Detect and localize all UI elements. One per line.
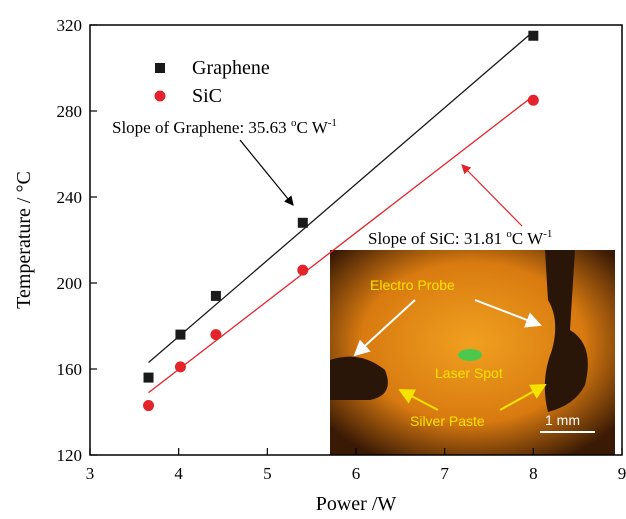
point [297, 265, 308, 276]
y-axis-label: Temperature / °C [13, 171, 35, 309]
y-tick-label: 240 [57, 188, 83, 207]
annotation-part: C W [512, 229, 544, 248]
inset-label: 1 mm [545, 412, 580, 428]
point [143, 400, 154, 411]
y-tick-label: 200 [57, 274, 83, 293]
point [211, 291, 221, 301]
x-tick-label: 4 [174, 464, 183, 483]
x-tick-label: 6 [352, 464, 361, 483]
annotation: Slope of SiC: 31.81 oC W-1 [368, 228, 552, 248]
legend-marker [155, 91, 166, 102]
y-tick-label: 280 [57, 102, 83, 121]
x-axis-label: Power /W [316, 493, 397, 515]
x-tick-label: 3 [86, 464, 95, 483]
legend-label: Graphene [192, 57, 270, 79]
annotation-arrow [462, 165, 522, 226]
annotation-part: -1 [328, 117, 337, 129]
point [528, 31, 538, 41]
y-tick-label: 160 [57, 360, 83, 379]
point [528, 95, 539, 106]
inset-label: Laser Spot [435, 365, 503, 381]
annotation: Slope of Graphene: 35.63 oC W-1 [112, 117, 337, 137]
inset-label: Electro Probe [370, 277, 455, 293]
legend-marker [155, 63, 165, 73]
annotation-part: Slope of SiC: 31.81 [368, 229, 506, 248]
chart: Electro Probe Laser Spot Silver Paste 1 … [0, 0, 626, 519]
x-tick-label: 8 [529, 464, 538, 483]
annotation-part: C W [296, 118, 328, 137]
x-tick-label: 5 [263, 464, 272, 483]
y-tick-label: 320 [57, 16, 83, 35]
point [210, 329, 221, 340]
point [298, 218, 308, 228]
inset-photo: Electro Probe Laser Spot Silver Paste 1 … [330, 250, 615, 455]
annotation-part: -1 [543, 228, 552, 240]
x-tick-label: 9 [618, 464, 626, 483]
x-tick-label: 7 [440, 464, 449, 483]
point [175, 330, 185, 340]
point [144, 373, 154, 383]
annotation-arrow [240, 140, 293, 205]
inset-label: Silver Paste [410, 413, 485, 429]
legend-label: SiC [192, 85, 222, 107]
annotation-part: Slope of Graphene: 35.63 [112, 118, 291, 137]
point [175, 361, 186, 372]
y-tick-label: 120 [57, 446, 83, 465]
